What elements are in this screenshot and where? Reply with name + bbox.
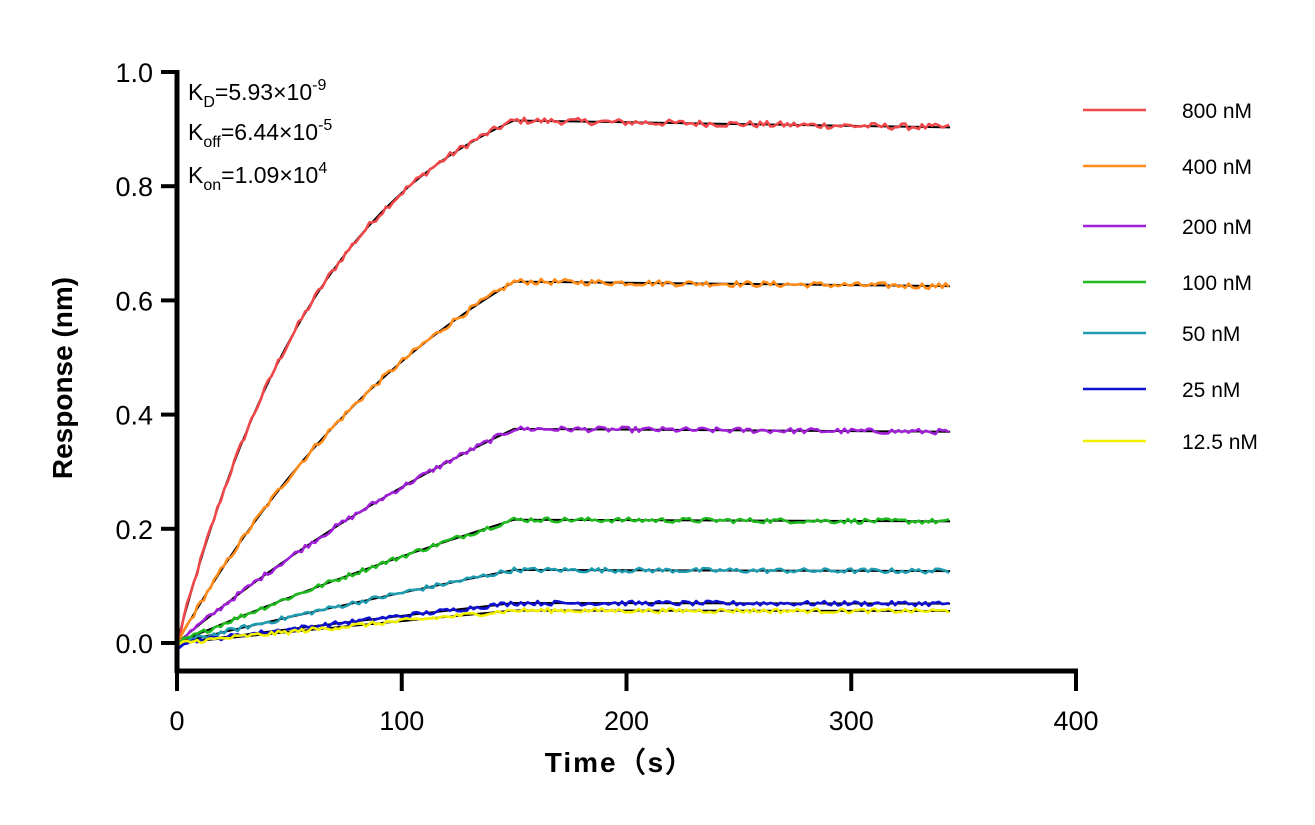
kinetic-constant-subscript: D [203,94,215,111]
fit-line [176,601,951,644]
y-axis-title: Response (nm) [47,277,78,479]
legend-label: 400 nM [1182,156,1252,179]
legend-label: 100 nM [1182,272,1252,295]
legend-label: 50 nM [1182,323,1240,346]
axis-ticks: 0.0 0.2 0.4 0.6 0.8 1.0 0 100 200 300 400 [115,58,1098,736]
legend-label: 200 nM [1182,216,1252,239]
y-tick-label: 0.4 [115,401,153,431]
series-line-25-nm [176,599,950,651]
x-tick-label: 400 [1053,706,1098,736]
series-line-50-nm [176,566,950,647]
kinetic-constant-value: =5.93×10 [215,79,312,105]
y-tick-label: 0.2 [115,515,153,545]
x-tick-label: 200 [604,706,649,736]
kinetic-constant-symbol: K [188,79,204,105]
legend-label: 800 nM [1182,100,1252,123]
y-tick-label: 0.8 [115,172,153,202]
kinetic-constant-symbol: K [188,162,204,188]
kinetic-constant-value: =6.44×10 [221,119,318,145]
fit-line [176,119,951,644]
x-axis-title: Time（s） [545,746,695,778]
legend: 800 nM 400 nM 200 nM 100 nM 50 nM 25 nM 12.5 n… [1083,100,1258,454]
x-tick-label: 0 [169,706,184,736]
kinetic-constant-exponent: -9 [312,77,326,94]
series-line-100-nm [176,516,950,647]
fit-line [176,518,951,644]
kinetic-constant: KD=5.93×10-9 [188,77,326,111]
series-line-12-5-nm [176,606,950,647]
kinetic-constant: Koff=6.44×10-5 [188,117,332,151]
kinetic-constant-value: =1.09×10 [221,162,318,188]
kinetic-constant: Kon=1.09×104 [188,160,327,194]
y-tick-label: 0.0 [115,629,153,659]
legend-label: 25 nM [1182,379,1240,402]
kinetic-constant-subscript: off [203,134,221,151]
kinetic-constant-symbol: K [188,119,204,145]
x-tick-label: 300 [829,706,874,736]
axes [174,70,1078,674]
series-line-200-nm [175,425,950,650]
data-series [175,116,950,651]
y-tick-label: 0.6 [115,286,153,316]
kinetic-constant-exponent: 4 [318,160,327,177]
series-line-400-nm [175,277,950,650]
x-tick-label: 100 [379,706,424,736]
series-line-800-nm [175,116,950,647]
y-tick-label: 1.0 [115,58,153,88]
legend-label: 12.5 nM [1182,431,1258,454]
kinetic-constant-exponent: -5 [318,117,332,134]
kinetic-constant-subscript: on [203,177,221,194]
fit-curves [176,119,951,644]
